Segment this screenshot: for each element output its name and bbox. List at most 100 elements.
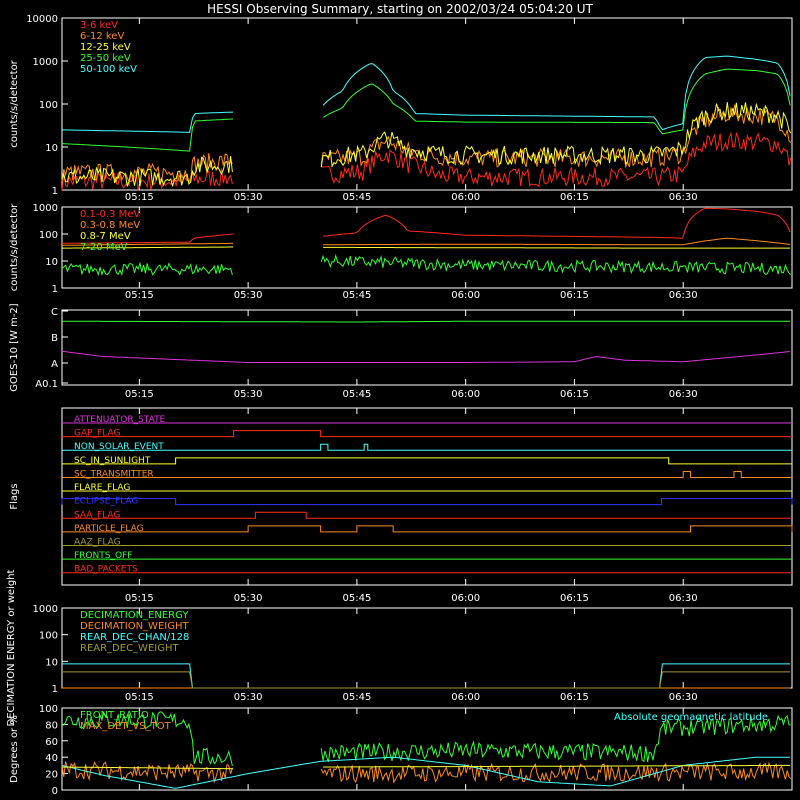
legend-entry: 3-6 keV: [80, 20, 118, 31]
legend-entry: 0.8-7 MeV: [80, 231, 131, 242]
series-line-rear-dec-weight: [62, 671, 791, 689]
y-tick-label: 100: [39, 631, 58, 642]
legend-entry: DECIMATION_WEIGHT: [80, 621, 189, 632]
series-group: [61, 320, 791, 363]
y-axis-label: counts/s/detector: [9, 203, 20, 291]
series-line-goes-10-high: [62, 320, 791, 323]
panel-flags: Flags 05:15 05:30 05:45 06:00 06:15 06:30 ATTEN…: [9, 407, 793, 604]
x-tick-label: 06:00: [451, 290, 480, 301]
y-tick-label: 100: [39, 230, 58, 241]
y-tick-label: 100: [39, 704, 58, 715]
y-axis-label: counts/s/detector: [9, 59, 20, 147]
y-tick-label: A0.1: [35, 379, 58, 390]
y-tick-label: 10: [45, 657, 58, 668]
plot-frame: [61, 206, 793, 289]
flag-label: SC_IN_SUNLIGHT: [74, 456, 151, 466]
series-line-0-1-0-3-mev: [61, 207, 791, 244]
flag-label: NON_SOLAR_EVENT: [74, 442, 164, 452]
y-tick-label: A: [51, 359, 58, 370]
panel-goes: GOES-10 [W m-2] A0.1 A B C 05:15 05:30 05:45 06:…: [9, 303, 793, 400]
x-tick-label: 05:15: [125, 593, 154, 604]
y-tick-label: 80: [45, 720, 58, 731]
series-line-50-100-kev: [62, 55, 791, 133]
x-tick-label: 06:30: [669, 593, 698, 604]
x-tick-label: 05:45: [342, 593, 371, 604]
plot-frame: [61, 707, 793, 791]
legend-entry: MAX_DET_VS_TOT: [80, 721, 172, 732]
legend-entry: REAR_DEC_CHAN/128: [80, 632, 189, 643]
series-line-0-3-0-8-mev: [62, 237, 791, 246]
flag-line-eclipse_flag: [61, 498, 793, 506]
plot-frame: [61, 407, 793, 586]
y-tick-label: 1000: [33, 604, 58, 615]
x-tick-label: 05:30: [234, 593, 263, 604]
x-tick-label: 05:30: [234, 192, 263, 203]
x-tick-label: 05:45: [342, 290, 371, 301]
x-tick-label: 05:15: [125, 692, 154, 703]
x-tick-label: 05:45: [342, 192, 371, 203]
y-tick-label: 1000: [33, 57, 58, 68]
legend-entry: 7-20 MeV: [80, 242, 128, 253]
x-tick-label: 06:00: [451, 593, 480, 604]
y-tick-label: 20: [45, 770, 58, 781]
y-tick-label: 10000: [26, 14, 58, 25]
legend-entry: 50-100 keV: [80, 64, 137, 75]
y-tick-label: 0: [52, 786, 58, 797]
flag-label: BAD_PACKETS: [74, 565, 138, 575]
x-tick-label: 06:30: [669, 692, 698, 703]
y-tick-label: 1000: [33, 203, 58, 214]
flag-label: ECLIPSE_FLAG: [74, 497, 138, 507]
legend-entry: 0.3-0.8 MeV: [80, 220, 140, 231]
flag-line-sc_in_sunlight: [62, 457, 792, 465]
x-tick-label: 05:15: [125, 290, 154, 301]
x-tick-label: 06:15: [560, 389, 589, 400]
panel-decimation: DECIMATION ENERGY or weight 1 10 100 1000 05:…: [6, 569, 793, 726]
y-tick-label: B: [51, 333, 58, 344]
panel-ratios: Degrees or % 0 20 40 60 80 100 FRONT_RATIOMAX_D…: [9, 704, 793, 797]
x-tick-label: 06:15: [560, 290, 589, 301]
x-tick-label: 05:30: [234, 692, 263, 703]
legend-entry: FRONT_RATIO: [80, 710, 149, 721]
legend-entry: DECIMATION_ENERGY: [80, 610, 189, 621]
flag-line-particle_flag: [62, 525, 793, 533]
x-tick-label: 06:30: [669, 192, 698, 203]
flag-line-sc_transmitter: [62, 470, 792, 478]
x-tick-label: 06:15: [560, 692, 589, 703]
series-group: [62, 663, 791, 689]
y-axis-label: GOES-10 [W m-2]: [9, 303, 20, 391]
x-tick-label: 05:45: [342, 389, 371, 400]
flag-label: SAA_FLAG: [74, 510, 120, 520]
flag-label: AAZ_FLAG: [74, 538, 121, 548]
x-tick-label: 06:00: [451, 389, 480, 400]
series-line-7-20-mev: [61, 254, 792, 277]
series-group: [61, 55, 792, 192]
x-tick-label: 05:30: [234, 389, 263, 400]
flag-line-saa_flag: [62, 511, 792, 519]
x-tick-label: 05:30: [234, 290, 263, 301]
x-tick-label: 06:15: [560, 593, 589, 604]
flag-label: FLARE_FLAG: [74, 483, 130, 493]
y-tick-label: 40: [45, 753, 58, 764]
annotation-label: Absolute geomagnetic latitude: [614, 712, 768, 723]
series-line-yellow: [61, 764, 791, 770]
x-tick-label: 05:45: [342, 692, 371, 703]
legend-entry: REAR_DEC_WEIGHT: [80, 643, 179, 654]
x-tick-label: 06:00: [451, 692, 480, 703]
series-group: [61, 711, 792, 789]
legend-entry: 25-50 keV: [80, 53, 131, 64]
series-group: [61, 207, 792, 277]
y-tick-label: 1: [52, 284, 58, 295]
y-axis-label: Degrees or %: [9, 715, 20, 783]
x-tick-label: 06:30: [669, 389, 698, 400]
x-tick-label: 06:00: [451, 192, 480, 203]
flag-label: ATTENUATOR_STATE: [74, 415, 166, 425]
y-tick-label: 10: [45, 257, 58, 268]
panel-gamma: counts/s/detector 1 10 100 1000 05:15 05:30 05:…: [9, 203, 793, 301]
x-tick-label: 05:15: [125, 192, 154, 203]
series-line-0-8-7-mev: [62, 246, 791, 249]
x-tick-label: 06:15: [560, 192, 589, 203]
plot-frame: [61, 309, 793, 386]
legend-entry: 6-12 keV: [80, 31, 124, 42]
